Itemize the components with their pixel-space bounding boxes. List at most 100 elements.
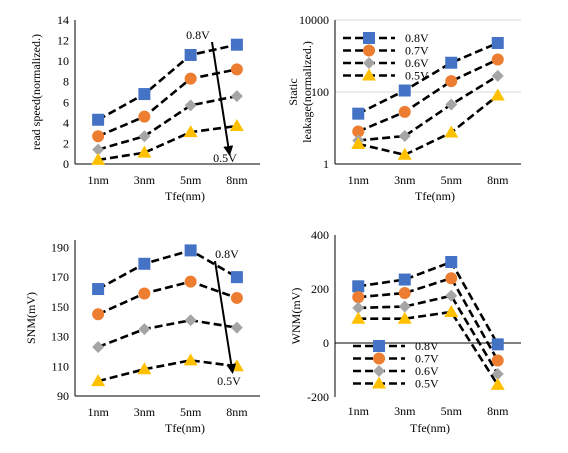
data-point: [91, 374, 106, 387]
data-point: [184, 314, 197, 327]
data-point: [491, 368, 504, 381]
y-tick-label: 8: [63, 75, 69, 89]
annotation-arrow: [214, 260, 237, 374]
data-point: [92, 308, 105, 321]
data-point: [398, 129, 411, 142]
y-tick-label: 90: [57, 389, 69, 403]
data-point: [352, 280, 365, 293]
y-tick-label: 110: [51, 359, 69, 373]
data-point: [230, 63, 243, 76]
x-tick-label: 8nm: [487, 173, 509, 187]
series-line-0.5V: [97, 124, 238, 162]
x-axis-label: Tfe(nm): [165, 189, 205, 203]
legend-marker: [363, 32, 375, 44]
legend-label: 0.8V: [415, 339, 439, 353]
data-point: [397, 147, 412, 160]
y-tick-label: 14: [57, 13, 69, 27]
series-line-0.7V: [97, 68, 238, 138]
data-point: [445, 75, 458, 88]
x-tick-label: 8nm: [226, 405, 248, 419]
data-point: [351, 311, 366, 324]
data-point: [184, 275, 197, 288]
data-point: [397, 311, 412, 324]
data-point: [184, 72, 197, 85]
y-tick-label: 1: [323, 157, 329, 171]
legend-label: 0.5V: [405, 69, 429, 83]
data-point: [137, 362, 152, 375]
legend-marker: [363, 57, 375, 69]
data-point: [137, 145, 152, 158]
data-point: [138, 323, 151, 336]
y-tick-label: 6: [63, 95, 69, 109]
x-tick-label: 5nm: [441, 404, 463, 418]
data-point: [138, 287, 151, 300]
y-tick-label: 10: [57, 54, 69, 68]
x-tick-label: 3nm: [134, 173, 156, 187]
x-tick-label: 8nm: [226, 173, 248, 187]
data-point: [352, 291, 365, 304]
data-point: [491, 36, 504, 49]
y-axis-label: Staticleakage(normalized.): [286, 41, 314, 143]
data-point: [445, 98, 458, 111]
y-tick-label: 100: [311, 85, 329, 99]
legend-label: 0.7V: [415, 352, 439, 366]
data-point: [183, 353, 198, 366]
data-point: [444, 304, 459, 317]
y-tick-label: 200: [311, 282, 329, 296]
y-tick-label: 4: [63, 116, 69, 130]
series-line-0.7V: [357, 58, 499, 133]
data-point: [445, 256, 458, 268]
x-tick-label: 3nm: [134, 405, 156, 419]
legend: 0.8V0.7V0.6V0.5V: [343, 31, 429, 83]
annotation-label: 0.5V: [217, 374, 241, 388]
data-point: [445, 56, 458, 69]
y-tick-label: 190: [51, 240, 69, 254]
data-point: [230, 90, 243, 103]
series-line-0.8V: [358, 260, 499, 345]
annotation-label: 0.8V: [215, 247, 239, 261]
y-tick-label: 400: [311, 228, 329, 242]
data-point: [229, 118, 244, 131]
data-point: [230, 38, 243, 51]
x-axis-label: Tfe(nm): [410, 421, 450, 435]
x-tick-label: 1nm: [87, 173, 109, 187]
chart-read-speed: 0 2 4 6 8 10 12 14 1nm 3nm 5nm 8nm Tfe(nm) read speed…: [29, 13, 260, 203]
legend-marker: [373, 365, 385, 377]
data-point: [398, 300, 411, 313]
data-point: [230, 291, 243, 304]
data-point: [445, 289, 458, 302]
data-point: [138, 130, 151, 143]
legend-marker: [362, 68, 376, 81]
legend-marker: [363, 44, 375, 57]
data-point: [91, 152, 106, 165]
y-tick-label: 0: [323, 336, 329, 350]
x-axis-label: Tfe(nm): [415, 189, 455, 203]
data-point: [184, 244, 197, 257]
legend: 0.8V0.7V0.6V0.5V: [353, 339, 439, 391]
annotation-label: 0.8V: [186, 28, 210, 42]
data-point: [352, 107, 365, 120]
x-axis-label: Tfe(nm): [165, 421, 205, 435]
data-point: [491, 338, 504, 351]
data-point: [92, 340, 105, 353]
legend-label: 0.5V: [415, 377, 439, 391]
data-point: [92, 130, 105, 143]
series-line-0.7V: [97, 280, 238, 316]
y-tick-label: 130: [51, 330, 69, 344]
data-point: [230, 271, 243, 284]
y-axis-label-line: leakage(normalized.): [300, 41, 314, 143]
y-axis-label: SNM(mV): [24, 292, 38, 344]
legend-marker: [373, 352, 385, 365]
x-tick-label: 8nm: [487, 404, 509, 418]
data-point: [398, 105, 411, 118]
y-tick-label: 12: [57, 34, 69, 48]
y-tick-label: 2: [63, 136, 69, 150]
legend-label: 0.6V: [405, 56, 429, 70]
series-line-0.6V: [97, 94, 238, 151]
data-point: [184, 48, 197, 61]
data-point: [490, 88, 505, 101]
series-line-0.6V: [358, 294, 499, 375]
series-line-0.6V: [358, 74, 499, 142]
data-point: [398, 273, 411, 286]
annotation-arrow: [211, 41, 234, 156]
